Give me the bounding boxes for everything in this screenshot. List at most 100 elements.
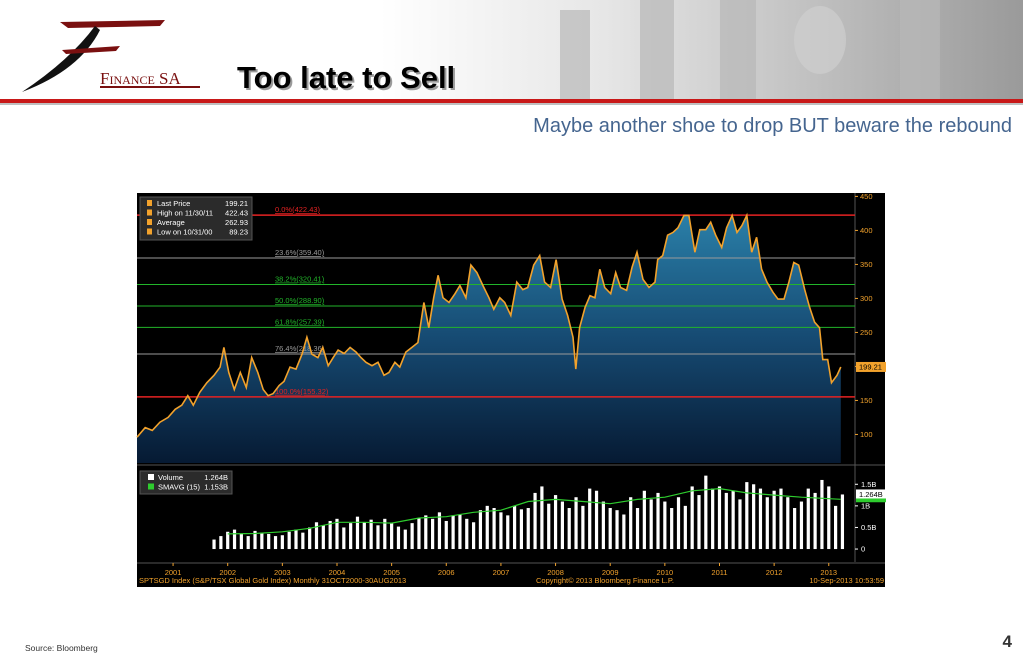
legend-value: 422.43 xyxy=(225,209,248,218)
y-tick-label: 400 xyxy=(860,226,873,235)
retracement-label: 23.6%(359.40) xyxy=(275,248,325,257)
volume-bar xyxy=(328,520,332,550)
price-area xyxy=(137,215,841,463)
volume-bar xyxy=(758,488,763,550)
volume-bar xyxy=(779,488,783,550)
volume-bar xyxy=(553,495,558,550)
volume-bar xyxy=(717,486,722,550)
volume-bar xyxy=(806,488,810,550)
x-tick-label: 2001 xyxy=(165,568,182,577)
columns xyxy=(560,0,940,100)
volume-bar xyxy=(560,501,564,550)
x-tick-label: 2011 xyxy=(711,568,727,577)
volume-bar xyxy=(267,533,271,550)
volume-bar xyxy=(635,508,640,550)
volume-tag xyxy=(856,489,886,499)
volume-bar xyxy=(629,497,633,550)
volume-bar xyxy=(670,508,674,550)
volume-bar xyxy=(362,522,366,550)
x-axis-labels: 2000 2001 2002 2003 2004 2005 2006 2007 2008 2009… xyxy=(110,563,837,577)
volume-bar xyxy=(690,486,694,550)
y-tick-label: 300 xyxy=(860,294,873,303)
volume-bar xyxy=(840,494,845,550)
volume-bar xyxy=(349,523,353,550)
volume-bar xyxy=(376,525,380,550)
volume-bar xyxy=(437,512,442,550)
volume-bar xyxy=(738,499,742,550)
plot: 0.0%(422.43) 23.6%(359.40) 38.2%(320.41) 50… xyxy=(110,192,886,577)
volume-bar xyxy=(642,490,646,550)
volume-bar xyxy=(786,497,790,550)
y-tick-label: 250 xyxy=(860,328,873,337)
page-number: 4 xyxy=(1003,632,1013,651)
subtitle: Maybe another shoe to drop BUT beware th… xyxy=(533,115,1012,137)
volume-bar xyxy=(390,523,394,550)
volume-bar xyxy=(588,488,592,550)
volume-bar xyxy=(219,536,223,550)
volume-bar xyxy=(834,505,838,550)
volume-bar xyxy=(478,510,483,550)
volume-bar xyxy=(615,510,619,550)
volume-bar xyxy=(663,501,667,550)
volume-bar xyxy=(526,508,530,550)
volume-bar xyxy=(772,490,776,550)
legend-box xyxy=(139,470,233,495)
legend-value: 262.93 xyxy=(225,218,248,227)
volume-bar xyxy=(232,529,237,550)
volume-bar xyxy=(403,529,407,550)
volume-bar xyxy=(813,492,817,550)
volume-bar xyxy=(369,519,373,550)
x-tick-label: 2004 xyxy=(329,568,346,577)
volume-bar xyxy=(212,539,216,550)
legend-name: Average xyxy=(157,218,185,227)
volume-bar xyxy=(465,518,469,550)
timestamp: 10-Sep-2013 10:53:59 xyxy=(809,576,884,585)
volume-bar xyxy=(280,535,284,550)
legend-icon xyxy=(147,200,152,206)
volume-bar xyxy=(417,517,421,550)
volume-bar xyxy=(547,503,551,550)
volume-bar xyxy=(731,490,735,550)
legend-value: 199.21 xyxy=(225,199,248,208)
volume-bar xyxy=(321,525,325,550)
volume-bar xyxy=(410,523,414,550)
y-tick-label: 1B xyxy=(861,501,870,510)
x-tick-label: 2013 xyxy=(820,568,837,577)
legend-name: High on 11/30/11 xyxy=(157,209,213,218)
smavg-line xyxy=(227,487,841,535)
volume-bar xyxy=(424,515,428,550)
y-tick-label: 100 xyxy=(860,430,873,439)
retracement-label: 50.0%(288.90) xyxy=(275,296,325,305)
volume-bar xyxy=(656,492,660,550)
smavg-tag xyxy=(856,497,886,503)
volume-bar xyxy=(519,509,524,550)
volume-bar xyxy=(697,495,701,550)
x-tick-label: 2007 xyxy=(493,568,510,577)
x-tick-label: 2005 xyxy=(383,568,400,577)
volume-bar xyxy=(253,530,257,550)
volume-bar xyxy=(704,475,708,550)
volume-bar xyxy=(676,497,681,550)
legend-name: SMAVG (15) xyxy=(158,483,200,492)
volume-bar xyxy=(499,512,503,550)
legend-icon xyxy=(148,474,154,480)
volume-bar xyxy=(260,532,264,550)
legend-value: 89.23 xyxy=(229,228,248,237)
volume-bar xyxy=(581,505,585,550)
header-rule xyxy=(0,99,1023,103)
x-tick-label: 2008 xyxy=(547,568,564,577)
volume-bar xyxy=(540,486,544,550)
volume-bar xyxy=(431,518,435,550)
logo-text: Finance SA xyxy=(100,69,181,88)
volume-bar xyxy=(820,479,824,550)
volume-bar xyxy=(827,486,831,550)
x-tick-label: 2000 xyxy=(110,568,127,577)
volume-bar xyxy=(451,515,455,550)
header-rule-shadow xyxy=(0,103,1023,105)
volume-bar xyxy=(506,515,510,550)
source: Source: Bloomberg xyxy=(25,643,98,653)
volume-bar xyxy=(342,527,346,550)
volume-bar xyxy=(485,505,489,550)
x-tick-label: 2010 xyxy=(657,568,674,577)
legend-icon xyxy=(147,219,152,225)
